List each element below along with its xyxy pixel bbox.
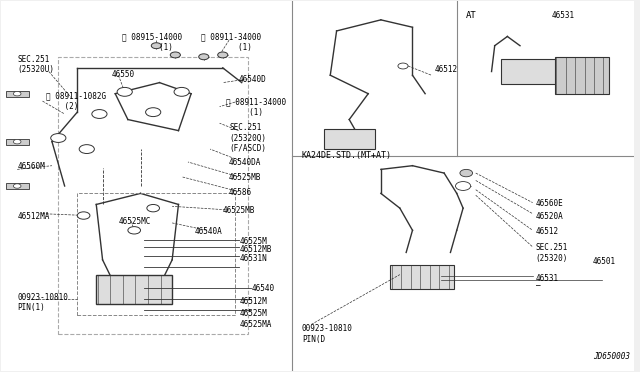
Circle shape bbox=[147, 205, 159, 212]
Text: SEC.251
(25320U): SEC.251 (25320U) bbox=[17, 55, 54, 74]
Text: 46525M: 46525M bbox=[239, 237, 267, 246]
Circle shape bbox=[13, 184, 21, 188]
Bar bbox=[96, 275, 172, 304]
Text: 46512M: 46512M bbox=[239, 297, 267, 306]
Bar bbox=[77, 193, 236, 315]
Text: 46531: 46531 bbox=[552, 11, 575, 20]
Text: 46540: 46540 bbox=[252, 284, 275, 293]
Circle shape bbox=[13, 140, 21, 144]
Text: Ⓝ 08911-34000
        (1): Ⓝ 08911-34000 (1) bbox=[200, 33, 260, 52]
Text: 46525MC: 46525MC bbox=[118, 217, 151, 227]
Bar bbox=[324, 129, 374, 149]
Bar bbox=[555, 57, 609, 94]
Text: 46586: 46586 bbox=[229, 188, 252, 197]
Text: SEC.251
(25320Q)
(F/ASCD): SEC.251 (25320Q) (F/ASCD) bbox=[229, 123, 266, 153]
Circle shape bbox=[460, 169, 472, 177]
Circle shape bbox=[145, 108, 161, 116]
Circle shape bbox=[456, 182, 470, 190]
Text: 46560M: 46560M bbox=[17, 162, 45, 171]
Text: 46531N: 46531N bbox=[239, 254, 267, 263]
Text: 46520A: 46520A bbox=[536, 212, 564, 221]
Text: 00923-10810
PIN(1): 00923-10810 PIN(1) bbox=[17, 293, 68, 312]
Circle shape bbox=[51, 134, 66, 142]
Text: Ⓞ 08915-14000
        (1): Ⓞ 08915-14000 (1) bbox=[122, 33, 182, 52]
Circle shape bbox=[151, 43, 161, 49]
Circle shape bbox=[92, 110, 107, 118]
Bar bbox=[501, 59, 561, 84]
Text: 46525MA: 46525MA bbox=[239, 320, 271, 329]
Bar bbox=[6, 183, 29, 189]
Text: 46550: 46550 bbox=[112, 70, 135, 79]
Bar bbox=[58, 57, 248, 334]
Circle shape bbox=[79, 145, 94, 154]
Text: AT: AT bbox=[467, 11, 477, 20]
Circle shape bbox=[77, 212, 90, 219]
Circle shape bbox=[170, 52, 180, 58]
Text: SEC.251
(25320): SEC.251 (25320) bbox=[536, 243, 568, 263]
Text: 46560E: 46560E bbox=[536, 199, 564, 208]
Circle shape bbox=[174, 87, 189, 96]
Circle shape bbox=[218, 52, 228, 58]
Text: 46512MB: 46512MB bbox=[239, 245, 271, 254]
Text: 46540A: 46540A bbox=[195, 227, 222, 235]
Text: 46525MB: 46525MB bbox=[229, 173, 262, 182]
Text: Ⓝ 08911-34000
     (1): Ⓝ 08911-34000 (1) bbox=[226, 97, 286, 117]
Circle shape bbox=[117, 87, 132, 96]
Text: 00923-10810
PIN(D: 00923-10810 PIN(D bbox=[302, 324, 353, 344]
Text: 46501: 46501 bbox=[593, 257, 616, 266]
Text: JD650003: JD650003 bbox=[593, 352, 630, 361]
Text: 46512: 46512 bbox=[536, 227, 559, 236]
Text: 46531: 46531 bbox=[536, 274, 559, 283]
Circle shape bbox=[198, 54, 209, 60]
Bar bbox=[6, 139, 29, 145]
Text: 46525MB: 46525MB bbox=[223, 206, 255, 215]
Circle shape bbox=[128, 227, 141, 234]
Circle shape bbox=[398, 63, 408, 69]
Text: KA24DE.STD.(MT+AT): KA24DE.STD.(MT+AT) bbox=[302, 151, 392, 160]
Bar bbox=[390, 265, 454, 289]
Text: 46512: 46512 bbox=[435, 65, 458, 74]
Text: ⓝ 08911-1082G
    (2): ⓝ 08911-1082G (2) bbox=[45, 92, 106, 111]
Circle shape bbox=[13, 92, 21, 96]
Bar bbox=[6, 91, 29, 97]
Text: 46540DA: 46540DA bbox=[229, 158, 262, 167]
Text: —: — bbox=[536, 281, 540, 290]
Text: 46512MA: 46512MA bbox=[17, 212, 49, 221]
Text: 46540D: 46540D bbox=[239, 75, 266, 84]
Text: 46525M: 46525M bbox=[239, 309, 267, 318]
